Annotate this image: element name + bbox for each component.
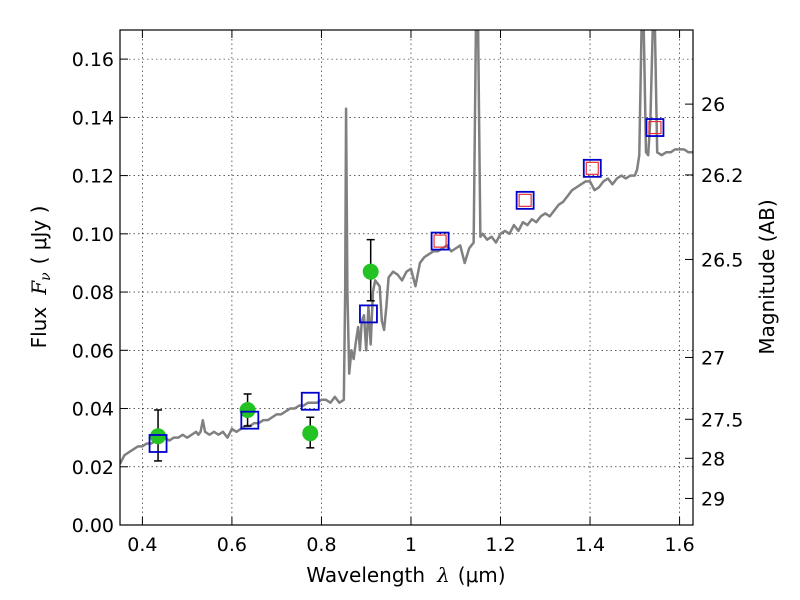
y-tick-label: 0.10 [72,224,114,246]
model-spectrum-line [120,30,693,465]
model-flux-square [359,304,378,324]
axes: 0.4 0.6 0.8 1 1.2 1.4 1.6 0.00 0.02 0.04 0.06 0.08 0… [72,30,743,556]
y-axis-label-unit: ( μJy ) [27,206,51,265]
x-tick-label: 1.6 [664,534,694,556]
y-tick-label: 0.12 [72,166,114,188]
plot-area [120,30,693,465]
observed-flux-point [239,401,256,418]
plot-frame [119,29,694,526]
model-flux-square [515,190,535,210]
y-axis-label-prefix: Flux [27,307,51,349]
y-tick-label: 0.14 [72,107,114,129]
y2-tick-label: 26.2 [701,165,743,187]
observed-flux-point [302,425,319,442]
model-flux-square-inner [585,161,599,175]
y-tick-label: 0.04 [72,399,114,421]
y2-tick-label: 29 [701,488,725,510]
observed-flux-point [150,428,167,445]
model-flux-square [582,158,602,178]
x-axis-label-prefix: Wavelength [306,563,425,587]
y2-tick-label: 27 [701,347,725,369]
x-tick-label: 1 [405,534,417,556]
x-axis-label-unit: (μm) [458,563,506,587]
y-axis-label-symbol: F [27,280,51,296]
model-flux-square [430,231,450,251]
y-tick-label: 0.16 [72,49,114,71]
x-axis-label: Wavelength λ (μm) [306,563,505,587]
model-flux-square [300,391,320,411]
series-group [120,30,693,465]
x-tick-label: 0.8 [306,534,336,556]
model-flux-square-inner [518,193,532,207]
y2-tick-label: 26 [701,94,725,116]
x-tick-label: 1.2 [485,534,515,556]
y2-tick-label: 27.5 [701,409,743,431]
x-tick-label: 0.4 [127,534,157,556]
y2-tick-label: 26.5 [701,249,743,271]
x-axis-label-symbol: λ [436,563,450,587]
y-axis-label-subscript: ν [38,272,54,281]
x-tick-label: 0.6 [217,534,247,556]
x-tick-label: 1.4 [575,534,605,556]
y2-tick-label: 28 [701,448,725,470]
observed-flux-point [362,263,379,280]
model-flux-square [240,410,260,430]
model-flux-square [645,118,665,137]
y-axis-label: Flux Fν ( μJy ) [27,206,54,349]
y-tick-label: 0.02 [72,457,114,479]
y2-axis-label: Magnitude (AB) [755,199,779,354]
grid-lines [120,30,693,526]
y-tick-label: 0.08 [72,282,114,304]
y-tick-label: 0.00 [72,515,114,537]
model-flux-square-inner [648,120,662,135]
model-flux-square [148,434,168,453]
y-tick-label: 0.06 [72,340,114,362]
model-flux-square-inner [433,234,447,248]
